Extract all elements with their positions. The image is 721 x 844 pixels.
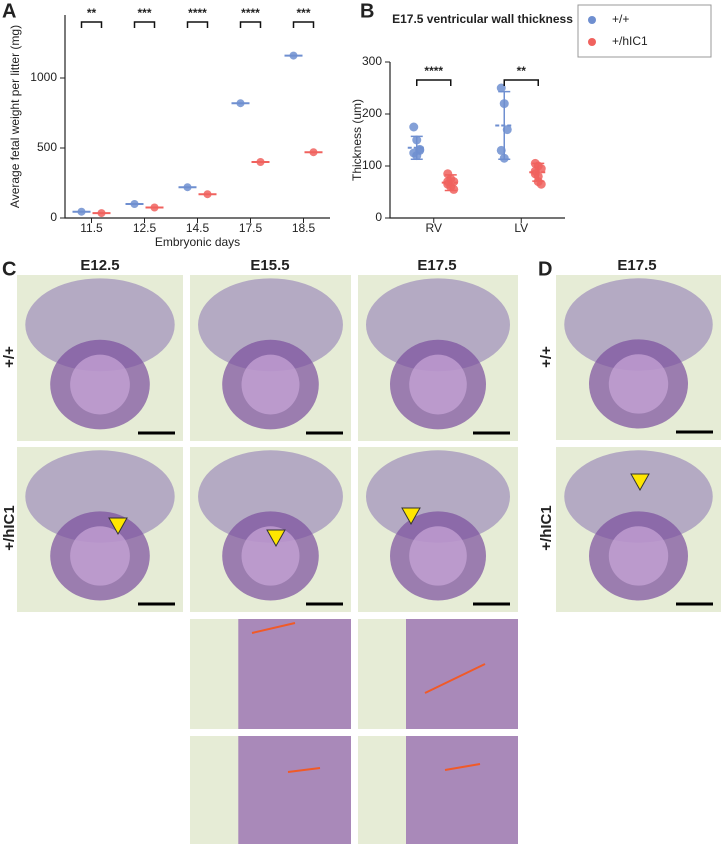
y-tick-label: 0 [375,210,382,224]
row-label: +/hIC1 [1,505,18,550]
tissue [70,526,130,586]
sig-bracket [292,21,315,28]
histology-images [17,275,721,844]
panel-label: D [538,258,552,280]
sig-bracket [239,21,262,28]
tissue [25,450,175,543]
y-axis-label: Average fetal weight per litter (mg) [8,25,22,208]
error-bar [498,90,511,160]
tissue [409,526,467,586]
x-tick-label: 18.5 [292,221,316,235]
y-tick-label: 200 [362,106,382,120]
y-tick-label: 100 [362,158,382,172]
column-header: E15.5 [250,257,289,274]
x-tick-label: 17.5 [239,221,263,235]
measure [424,663,486,694]
measure [444,763,481,771]
column-header: E12.5 [80,257,119,274]
tissue [406,736,518,844]
y-tick-label: 500 [37,140,57,154]
tissue [564,450,713,543]
data-point [409,122,419,132]
panel-label: C [2,258,16,280]
column-header: E17.5 [617,257,656,274]
sig-bracket [133,21,156,28]
panel-label: B [360,0,374,22]
row-label: +/+ [538,346,555,368]
tissue [198,450,343,543]
tissue [564,278,713,371]
sig-bracket [503,79,539,86]
legend-marker [588,38,596,46]
significance: **** [241,6,260,20]
data-point [536,179,546,189]
tissue [198,278,343,372]
measure [287,767,321,773]
sig-bracket [80,21,103,28]
legend-marker [588,16,596,24]
x-axis-label: Embryonic days [155,235,240,249]
tissue [608,526,669,586]
tissue [406,619,518,729]
error-bar [410,135,423,160]
significance: ** [87,6,97,20]
chart-title: E17.5 ventricular wall thickness [392,12,573,26]
x-tick-label: RV [426,221,442,235]
tissue [409,354,467,415]
significance: *** [137,6,151,20]
sig-bracket [416,79,452,86]
axis [64,15,330,219]
significance: ** [517,64,527,78]
legend-label: +/hIC1 [612,34,648,48]
arrowhead [108,517,128,536]
x-tick-label: 12.5 [133,221,157,235]
significance: **** [424,64,443,78]
row-label: +/+ [1,346,18,368]
y-tick-label: 0 [50,210,57,224]
tissue [366,278,510,372]
tissue [238,736,351,844]
tissue [241,354,300,415]
legend-box [577,4,712,58]
column-header: E17.5 [417,257,456,274]
tissue [366,450,510,543]
error-bar [444,174,457,192]
legend-label: +/+ [612,12,629,26]
error-bar [532,162,545,182]
arrowhead [266,529,286,548]
row-label: +/hIC1 [538,505,555,550]
x-tick-label: LV [514,221,528,235]
arrowhead [630,473,650,492]
tissue [238,619,351,729]
y-tick-label: 1000 [30,70,57,84]
significance: *** [296,6,310,20]
significance: **** [188,6,207,20]
y-axis-label: Thickness (um) [350,99,364,181]
tissue [25,278,175,372]
sig-bracket [186,21,209,28]
x-tick-label: 14.5 [186,221,210,235]
arrowhead [401,507,421,526]
tissue [241,526,300,586]
x-tick-label: 11.5 [80,221,103,235]
tissue [70,354,130,415]
measure [251,622,296,634]
tissue [608,354,669,414]
y-tick-label: 300 [362,54,382,68]
panel-label: A [2,0,16,22]
